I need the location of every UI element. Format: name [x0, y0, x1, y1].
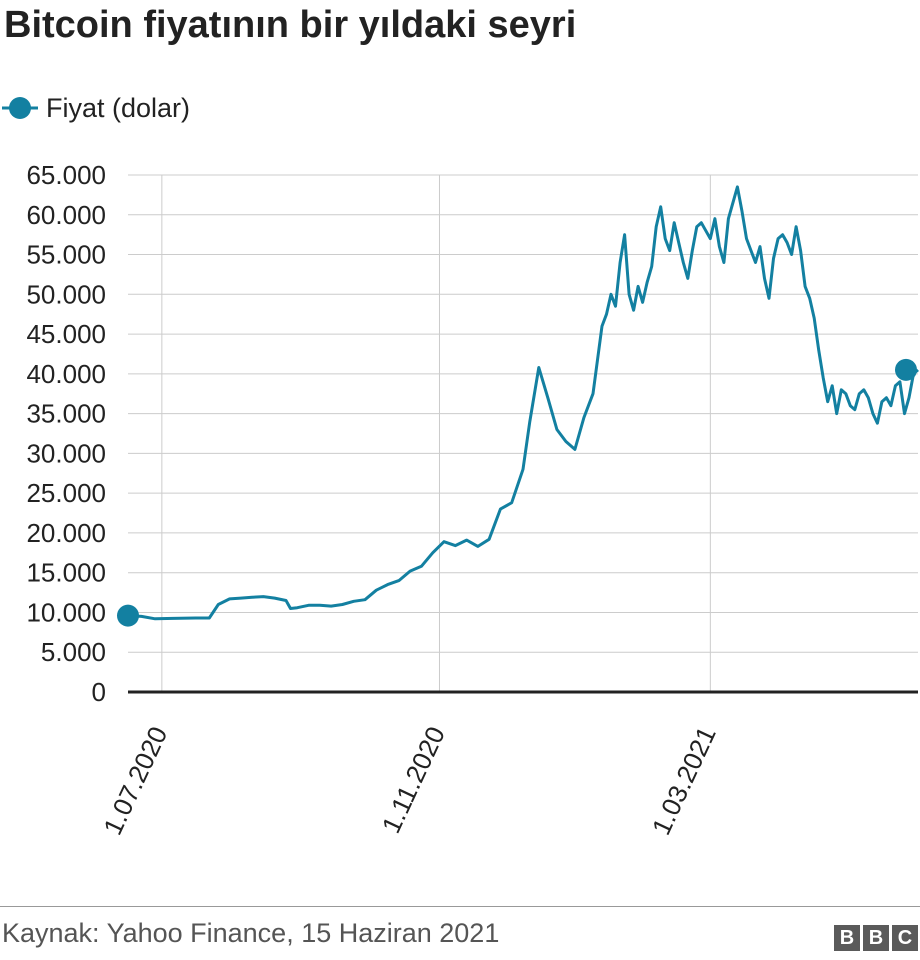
x-axis-tick-labels: 1.07.2020 1.11.2020 1.03.2021 [97, 722, 722, 840]
series-end-point [895, 358, 917, 381]
y-tick-label: 35.000 [26, 399, 106, 429]
y-tick-label: 40.000 [26, 359, 106, 389]
source-note: Kaynak: Yahoo Finance, 15 Haziran 2021 [2, 918, 500, 948]
x-tick-label: 1.11.2020 [376, 722, 451, 838]
y-tick-label: 15.000 [26, 558, 106, 588]
footer-divider [0, 906, 920, 907]
x-tick-label: 1.03.2021 [646, 722, 722, 840]
y-tick-label: 20.000 [26, 518, 106, 548]
legend: Fiyat (dolar) [0, 88, 190, 128]
legend-marker-icon [2, 97, 38, 119]
y-tick-label: 45.000 [26, 319, 106, 349]
series-line-fiyat [127, 185, 919, 621]
y-tick-label: 25.000 [26, 478, 106, 508]
y-axis-tick-labels: 0 5.000 10.000 15.000 20.000 25.000 30.000 35.0… [26, 160, 106, 707]
bbc-logo: B B C [834, 925, 918, 951]
bbc-logo-letter: C [892, 925, 918, 951]
x-tick-label: 1.07.2020 [97, 722, 173, 840]
series-start-point [117, 604, 139, 627]
y-tick-label: 65.000 [26, 160, 106, 190]
y-tick-label: 0 [92, 677, 106, 707]
legend-label: Fiyat (dolar) [46, 92, 191, 123]
y-tick-label: 55.000 [26, 240, 106, 270]
y-tick-label: 30.000 [26, 438, 106, 468]
gridlines [128, 174, 918, 692]
line-chart: 0 5.000 10.000 15.000 20.000 25.000 30.000 35.0… [26, 160, 919, 840]
chart-title: Bitcoin fiyatının bir yıldaki seyri [4, 4, 577, 46]
y-tick-label: 5.000 [41, 637, 106, 667]
bbc-logo-letter: B [834, 925, 860, 951]
y-tick-label: 50.000 [26, 279, 106, 309]
bbc-logo-letter: B [863, 925, 889, 951]
y-tick-label: 10.000 [26, 597, 106, 627]
y-tick-label: 60.000 [26, 200, 106, 230]
